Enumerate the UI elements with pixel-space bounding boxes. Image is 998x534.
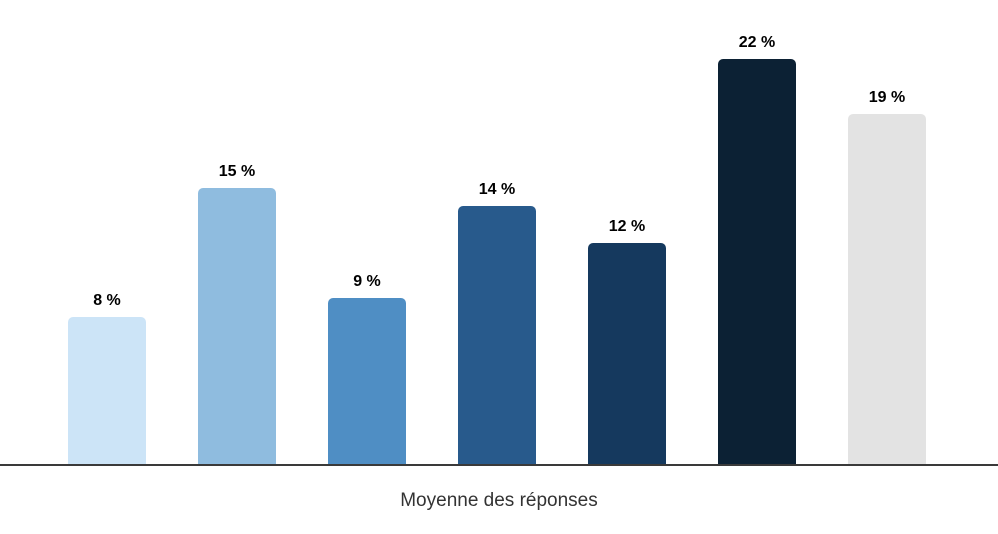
bar-value-label: 14 % (478, 181, 516, 198)
bar-value-label: 19 % (868, 89, 906, 106)
bar-group: 15 % (198, 163, 276, 464)
bar (588, 243, 666, 464)
bar-value-label: 12 % (608, 218, 646, 235)
bar (718, 59, 796, 464)
x-axis-label: Moyenne des réponses (400, 490, 598, 511)
bar-value-label: 9 % (353, 273, 381, 290)
bar (198, 188, 276, 464)
bar (68, 317, 146, 464)
bar-value-label: 8 % (93, 292, 121, 309)
bar (848, 114, 926, 464)
bar-group: 19 % (848, 89, 926, 464)
bar-group: 8 % (68, 292, 146, 464)
bar-value-label: 15 % (218, 163, 256, 180)
bar (328, 298, 406, 464)
bar-group: 9 % (328, 273, 406, 464)
bar (458, 206, 536, 464)
bar-group: 14 % (458, 181, 536, 464)
bar-group: 12 % (588, 218, 666, 464)
bars-container: 8 % 15 % 9 % 14 % 12 % 22 % 19 % (68, 34, 926, 464)
bar-group: 22 % (718, 34, 796, 464)
bar-value-label: 22 % (738, 34, 776, 51)
plot-area: 8 % 15 % 9 % 14 % 12 % 22 % 19 % (0, 34, 998, 466)
